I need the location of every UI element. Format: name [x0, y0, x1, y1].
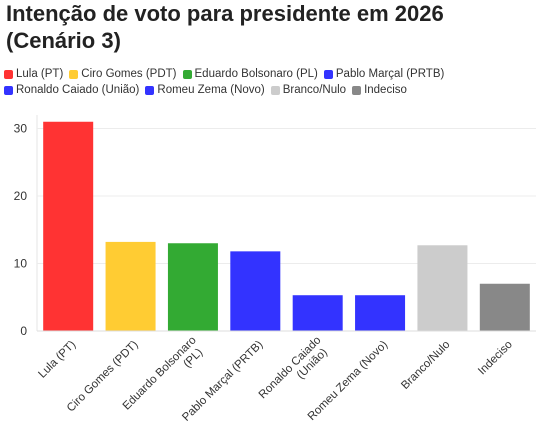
bar[interactable] [230, 251, 281, 331]
y-tick-label: 20 [14, 189, 28, 203]
y-tick-label: 10 [14, 257, 28, 271]
bar[interactable] [417, 245, 468, 331]
legend-item[interactable]: Eduardo Bolsonaro (PL) [182, 67, 318, 81]
legend-swatch [4, 85, 13, 95]
legend-label: Romeu Zema (Novo) [157, 84, 265, 96]
legend-swatch [352, 85, 362, 95]
legend-label: Indeciso [364, 84, 407, 96]
legend-swatch [323, 69, 333, 79]
legend-item[interactable]: Indeciso [352, 83, 407, 97]
legend-label: Pablo Marçal (PRTB) [335, 68, 445, 80]
x-tick-label: Branco/Nulo [399, 339, 452, 392]
legend-label: Eduardo Bolsonaro (PL) [194, 68, 318, 80]
bar[interactable] [105, 241, 156, 331]
x-tick-label: Lula (PT) [36, 339, 78, 381]
y-tick-label: 30 [14, 122, 28, 136]
legend-label: Ronaldo Caiado (União) [16, 84, 140, 96]
legend-item[interactable]: Pablo Marçal (PRTB) [323, 67, 445, 81]
legend-item[interactable]: Ciro Gomes (PDT) [69, 67, 177, 81]
y-tick-label: 0 [20, 324, 27, 338]
x-tick-label: Indeciso [476, 339, 515, 378]
bar[interactable] [292, 295, 343, 331]
legend-item[interactable]: Lula (PT) [4, 67, 63, 81]
legend-swatch [145, 85, 155, 95]
bar[interactable] [355, 295, 406, 331]
chart-title: Intenção de voto para presidente em 2026… [6, 1, 444, 53]
bar[interactable] [479, 283, 530, 331]
legend-item[interactable]: Ronaldo Caiado (União) [4, 83, 139, 97]
legend-label: Lula (PT) [16, 68, 64, 80]
legend-label: Branco/Nulo [282, 84, 347, 96]
legend-swatch [69, 69, 79, 79]
legend-swatch [270, 85, 280, 95]
legend-swatch [4, 69, 13, 79]
bar[interactable] [43, 121, 94, 331]
legend-label: Ciro Gomes (PDT) [81, 68, 177, 80]
chart-legend: Lula (PT) Ciro Gomes (PDT) Eduardo Bolsona… [4, 67, 536, 97]
legend-item[interactable]: Romeu Zema (Novo) [145, 83, 265, 97]
legend-swatch [182, 69, 192, 79]
bar[interactable] [167, 243, 218, 331]
legend-item[interactable]: Branco/Nulo [270, 83, 347, 97]
